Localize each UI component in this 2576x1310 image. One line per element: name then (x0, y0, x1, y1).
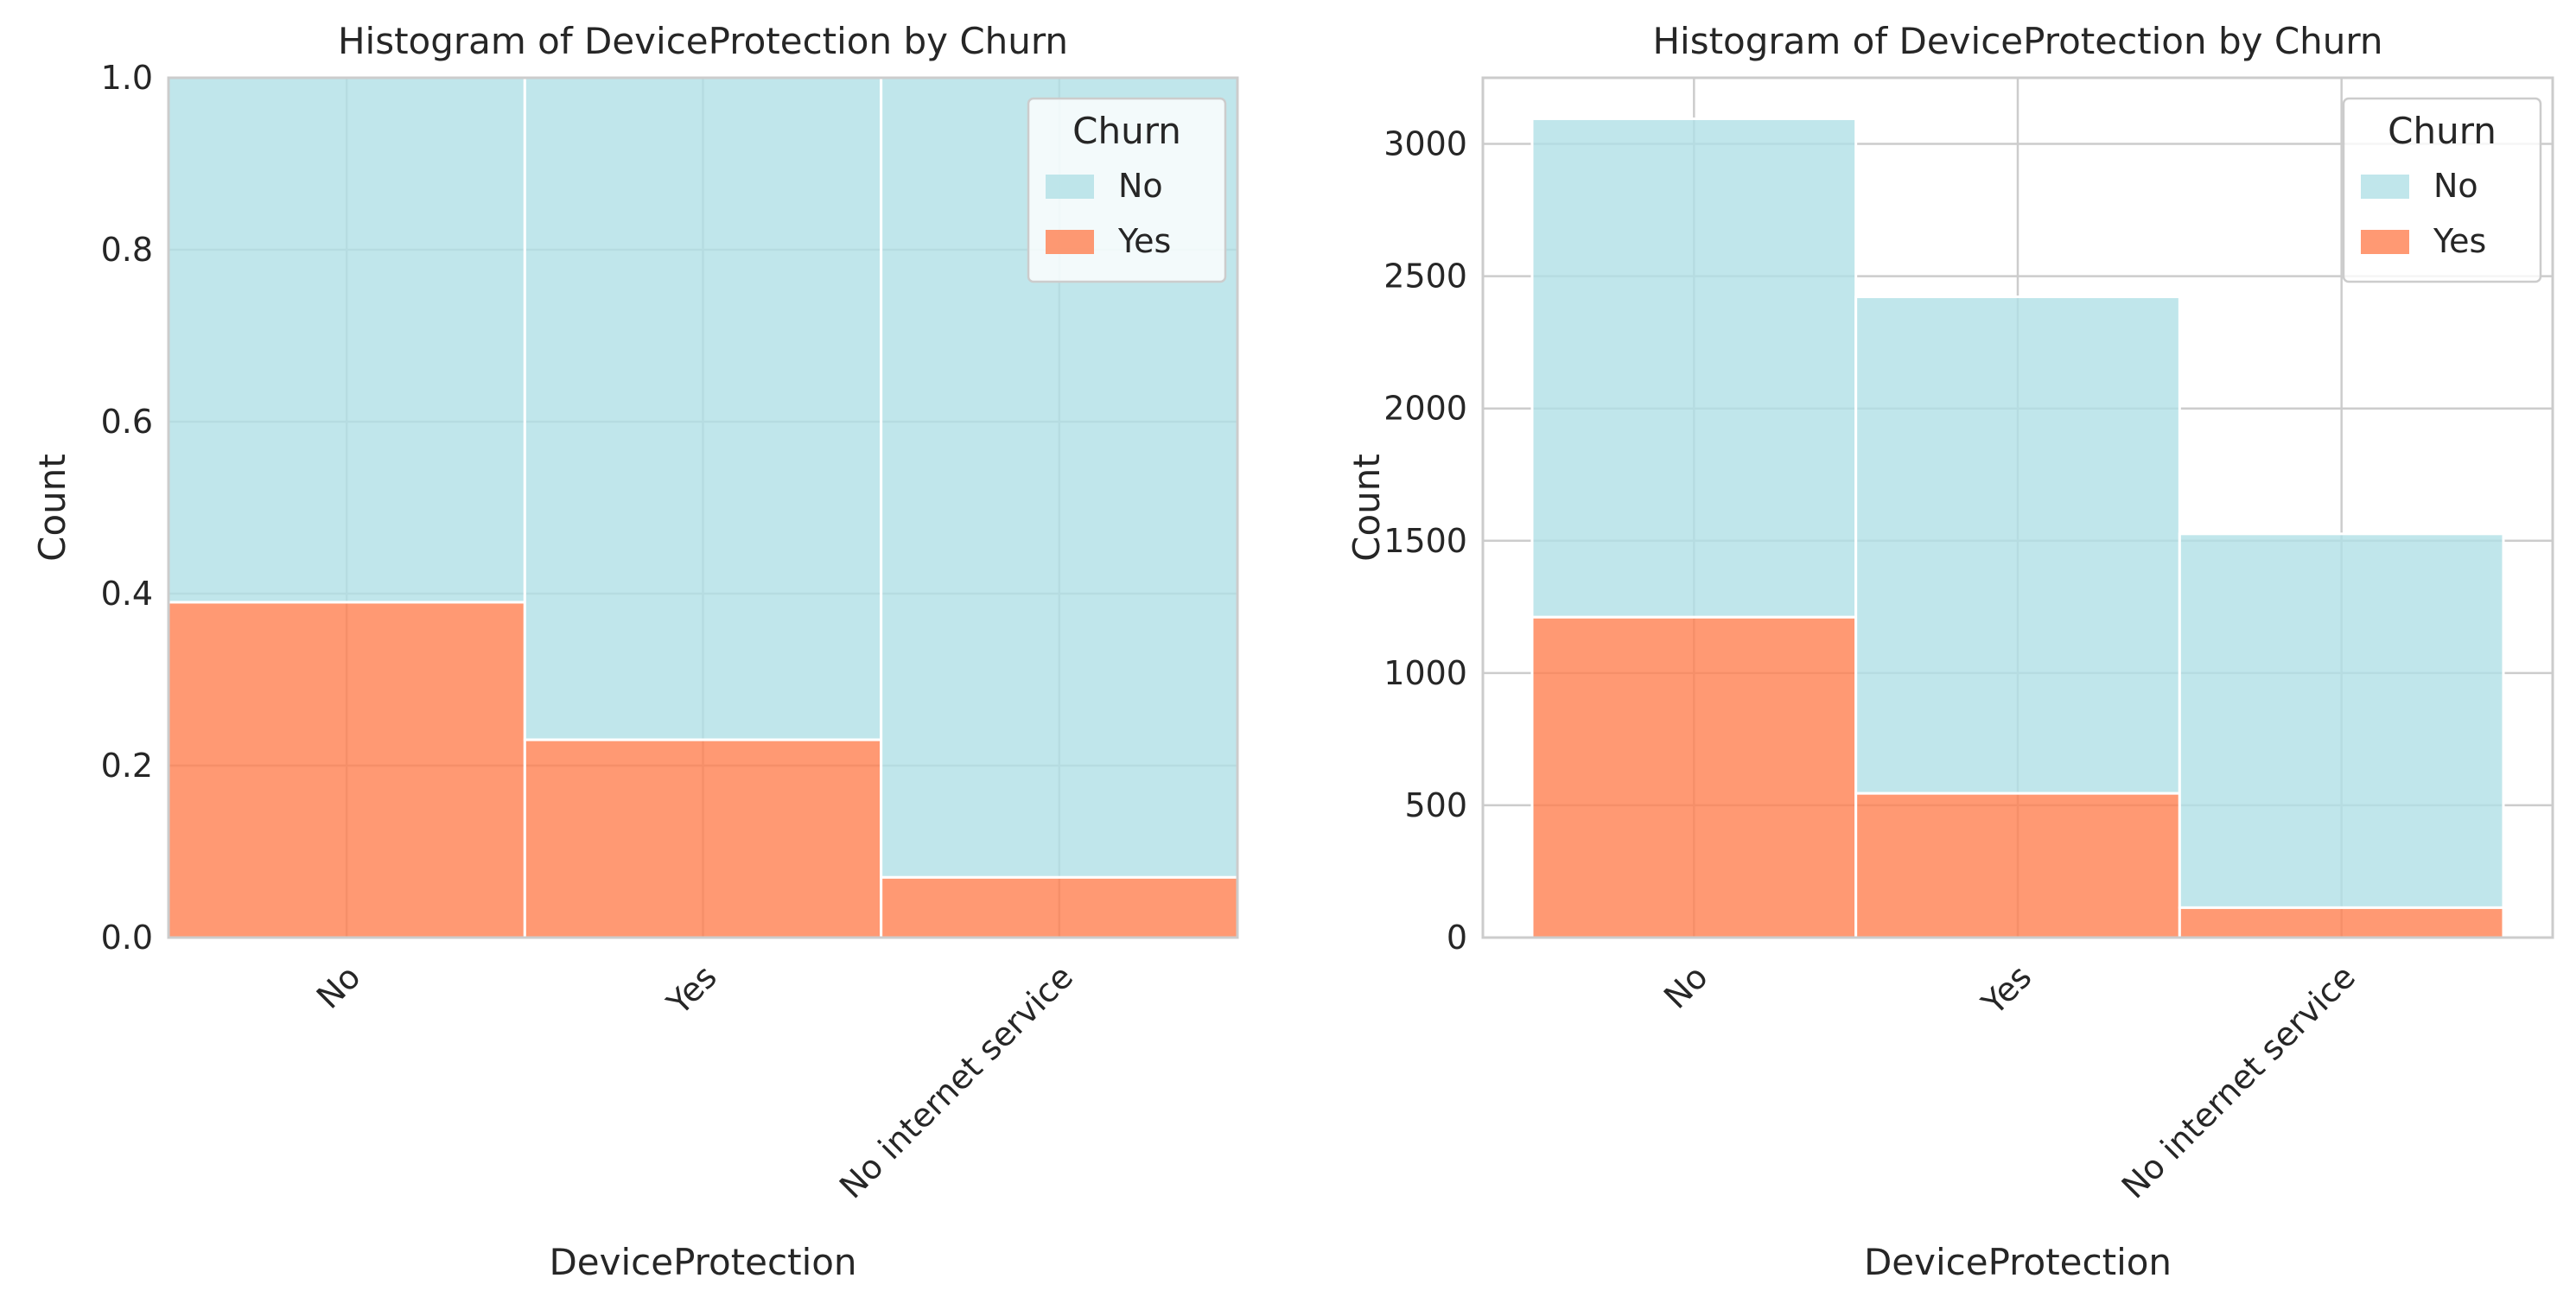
y-axis-label: Count (31, 454, 73, 562)
chart-title: Histogram of DeviceProtection by Churn (1652, 20, 2382, 62)
x-axis-label: DeviceProtection (1864, 1241, 2172, 1283)
bar-yes-1 (167, 601, 526, 939)
x-tick-label: Yes (1974, 957, 2039, 1022)
bar-no-2 (523, 76, 883, 741)
x-tick-label: No (1657, 957, 1715, 1016)
bar-no-2 (1854, 295, 2181, 795)
plot-frame (167, 76, 1239, 939)
legend-title: Churn (2388, 110, 2496, 152)
y-axis-label: Count (1345, 454, 1388, 562)
legend-title: Churn (1072, 110, 1181, 152)
legend: Churn No Yes (2342, 97, 2542, 283)
y-tick-label: 1000 (1383, 654, 1467, 692)
legend-label-yes: Yes (2433, 222, 2486, 260)
y-tick-label: 3000 (1383, 125, 1467, 163)
y-tick-label: 0 (1447, 919, 1467, 957)
plot-frame (1481, 76, 2554, 939)
y-tick-label: 2500 (1383, 258, 1467, 296)
bar-yes-2 (1854, 792, 2181, 939)
legend-swatch-no (1046, 175, 1094, 199)
y-tick-label: 0.8 (101, 231, 153, 269)
bar-yes-1 (1530, 615, 1858, 939)
x-tick-label: Yes (659, 957, 724, 1022)
y-tick-label: 0.4 (101, 575, 153, 613)
legend: Churn No Yes (1027, 97, 1227, 283)
y-tick-label: 2000 (1383, 390, 1467, 428)
y-tick-label: 0.2 (101, 747, 153, 785)
y-tick-label: 0.0 (101, 919, 153, 957)
x-tick-label: No (309, 957, 368, 1016)
legend-label-yes: Yes (1117, 222, 1171, 260)
y-tick-label: 500 (1404, 786, 1467, 824)
y-tick-label: 1500 (1383, 522, 1467, 560)
legend-label-no: No (1118, 167, 1163, 205)
chart-title: Histogram of DeviceProtection by Churn (338, 20, 1068, 62)
chart-panel-2: Histogram of DeviceProtection by Churn 0 5… (1345, 20, 2554, 1283)
x-tick-label: No internet service (832, 957, 1080, 1205)
bar-no-1 (167, 76, 526, 604)
bar-yes-3 (880, 875, 1239, 939)
y-tick-label: 1.0 (101, 59, 153, 97)
legend-swatch-yes (1046, 230, 1094, 254)
y-tick-label: 0.6 (101, 403, 153, 441)
legend-swatch-no (2361, 175, 2409, 199)
x-axis-label: DeviceProtection (549, 1241, 856, 1283)
x-tick-label: No internet service (2115, 957, 2363, 1205)
legend-label-no: No (2433, 167, 2478, 205)
chart-panel-1: Histogram of DeviceProtection by Churn 0.… (31, 20, 1239, 1283)
bar-yes-3 (2178, 906, 2505, 939)
legend-swatch-yes (2361, 230, 2409, 254)
bar-yes-2 (523, 738, 883, 939)
bar-no-3 (2178, 532, 2505, 909)
bar-no-1 (1530, 117, 1858, 619)
